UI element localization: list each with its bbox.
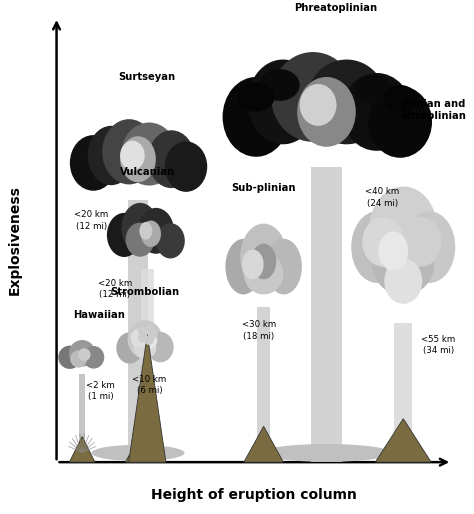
Ellipse shape: [107, 213, 142, 257]
Ellipse shape: [378, 231, 408, 270]
Ellipse shape: [306, 60, 387, 144]
Polygon shape: [375, 419, 431, 462]
Text: Plinian and
ultraplinian: Plinian and ultraplinian: [401, 99, 466, 121]
Ellipse shape: [120, 136, 156, 182]
Bar: [128, 200, 148, 462]
Ellipse shape: [403, 211, 456, 283]
Ellipse shape: [384, 258, 422, 304]
Text: Phreatoplinian: Phreatoplinian: [294, 3, 377, 13]
Ellipse shape: [102, 119, 156, 185]
Ellipse shape: [156, 223, 185, 259]
Ellipse shape: [355, 75, 392, 103]
Ellipse shape: [261, 444, 392, 462]
Ellipse shape: [368, 86, 432, 158]
Ellipse shape: [116, 333, 143, 363]
Ellipse shape: [372, 233, 434, 296]
Ellipse shape: [138, 334, 147, 342]
Bar: [140, 366, 150, 442]
Ellipse shape: [240, 224, 287, 290]
Polygon shape: [128, 334, 166, 462]
Ellipse shape: [134, 337, 156, 359]
Ellipse shape: [141, 221, 161, 247]
Ellipse shape: [69, 340, 95, 366]
Ellipse shape: [138, 208, 174, 254]
Ellipse shape: [58, 345, 81, 369]
Ellipse shape: [138, 326, 147, 335]
Bar: [141, 269, 154, 334]
Text: Strombolian: Strombolian: [110, 287, 180, 297]
Ellipse shape: [91, 445, 184, 461]
Text: <55 km
(34 mi): <55 km (34 mi): [421, 335, 456, 355]
Polygon shape: [69, 436, 95, 462]
Ellipse shape: [78, 348, 91, 361]
Ellipse shape: [300, 84, 337, 126]
Text: Vulcanian: Vulcanian: [120, 167, 175, 177]
Text: <20 km
(12 mi): <20 km (12 mi): [74, 211, 109, 231]
Ellipse shape: [88, 126, 135, 185]
Ellipse shape: [120, 141, 145, 170]
Ellipse shape: [145, 324, 153, 333]
Ellipse shape: [244, 253, 283, 295]
Polygon shape: [125, 429, 165, 462]
Bar: [257, 307, 270, 440]
Ellipse shape: [226, 239, 262, 295]
Ellipse shape: [266, 239, 302, 295]
Ellipse shape: [248, 60, 318, 144]
Ellipse shape: [139, 222, 152, 240]
Ellipse shape: [383, 85, 417, 113]
Ellipse shape: [70, 135, 117, 191]
Ellipse shape: [369, 187, 438, 271]
Ellipse shape: [165, 141, 207, 192]
Ellipse shape: [145, 336, 153, 344]
Ellipse shape: [128, 320, 163, 358]
Text: Hawaiian: Hawaiian: [73, 310, 125, 320]
Ellipse shape: [242, 250, 264, 279]
Ellipse shape: [237, 82, 274, 112]
Ellipse shape: [297, 77, 356, 147]
Ellipse shape: [251, 244, 276, 279]
Ellipse shape: [149, 330, 157, 338]
Ellipse shape: [143, 332, 157, 348]
Text: <40 km
(24 mi): <40 km (24 mi): [365, 188, 400, 208]
Text: Surtseyan: Surtseyan: [118, 72, 176, 82]
Ellipse shape: [126, 223, 155, 256]
Ellipse shape: [70, 351, 87, 368]
Ellipse shape: [148, 130, 195, 188]
Text: <10 km
(6 mi): <10 km (6 mi): [133, 375, 167, 395]
Polygon shape: [244, 426, 283, 462]
Text: <20 km
(12 mi): <20 km (12 mi): [98, 279, 132, 299]
Text: <2 km
(1 mi): <2 km (1 mi): [86, 381, 115, 401]
Ellipse shape: [271, 52, 355, 142]
Ellipse shape: [121, 203, 159, 253]
Bar: [80, 374, 85, 447]
Ellipse shape: [147, 332, 173, 362]
Ellipse shape: [121, 122, 177, 186]
Text: Sub-plinian: Sub-plinian: [231, 183, 296, 193]
Bar: [394, 323, 412, 436]
Ellipse shape: [351, 211, 403, 283]
Ellipse shape: [83, 346, 104, 369]
Ellipse shape: [342, 73, 412, 151]
Text: Explosiveness: Explosiveness: [8, 185, 22, 295]
Text: Height of eruption column: Height of eruption column: [151, 488, 357, 502]
Ellipse shape: [259, 69, 300, 101]
Bar: [311, 167, 342, 462]
Ellipse shape: [131, 329, 147, 347]
Ellipse shape: [223, 77, 290, 157]
Ellipse shape: [362, 217, 404, 267]
Ellipse shape: [401, 217, 441, 267]
Text: <30 km
(18 mi): <30 km (18 mi): [242, 320, 276, 341]
